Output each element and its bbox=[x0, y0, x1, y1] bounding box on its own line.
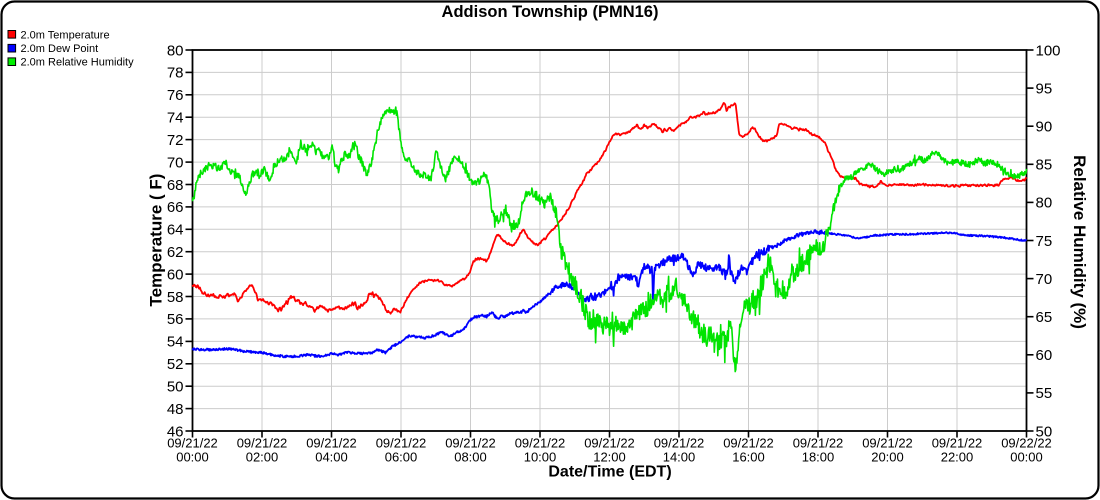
svg-text:16:00: 16:00 bbox=[732, 450, 765, 465]
svg-text:95: 95 bbox=[1036, 80, 1053, 97]
svg-text:50: 50 bbox=[167, 379, 184, 396]
svg-text:09/21/22: 09/21/22 bbox=[723, 436, 774, 451]
svg-text:48: 48 bbox=[167, 401, 184, 418]
svg-text:12:00: 12:00 bbox=[593, 450, 626, 465]
svg-text:09/21/22: 09/21/22 bbox=[584, 436, 635, 451]
svg-text:14:00: 14:00 bbox=[663, 450, 696, 465]
svg-text:10:00: 10:00 bbox=[524, 450, 557, 465]
svg-text:50: 50 bbox=[1036, 423, 1053, 440]
svg-text:09/21/22: 09/21/22 bbox=[515, 436, 566, 451]
svg-text:09/21/22: 09/21/22 bbox=[793, 436, 844, 451]
svg-text:78: 78 bbox=[167, 65, 184, 82]
svg-text:52: 52 bbox=[167, 356, 184, 373]
svg-text:85: 85 bbox=[1036, 157, 1053, 174]
svg-text:70: 70 bbox=[167, 154, 184, 171]
svg-text:80: 80 bbox=[167, 42, 184, 59]
svg-text:09/21/22: 09/21/22 bbox=[445, 436, 496, 451]
svg-text:Temperature ( F): Temperature ( F) bbox=[147, 174, 166, 307]
svg-text:00:00: 00:00 bbox=[176, 450, 209, 465]
svg-text:100: 100 bbox=[1036, 42, 1061, 59]
svg-text:09/21/22: 09/21/22 bbox=[306, 436, 357, 451]
svg-text:18:00: 18:00 bbox=[802, 450, 835, 465]
svg-text:56: 56 bbox=[167, 311, 184, 328]
svg-text:70: 70 bbox=[1036, 271, 1053, 288]
svg-text:Date/Time (EDT): Date/Time (EDT) bbox=[548, 464, 671, 481]
svg-text:90: 90 bbox=[1036, 119, 1053, 136]
svg-text:54: 54 bbox=[167, 334, 184, 351]
svg-text:09/21/22: 09/21/22 bbox=[654, 436, 705, 451]
svg-text:74: 74 bbox=[167, 110, 184, 127]
svg-text:2.0m Temperature: 2.0m Temperature bbox=[21, 29, 110, 41]
svg-text:09/21/22: 09/21/22 bbox=[237, 436, 288, 451]
svg-text:09/21/22: 09/21/22 bbox=[932, 436, 983, 451]
svg-text:80: 80 bbox=[1036, 195, 1053, 212]
svg-text:2.0m Relative Humidity: 2.0m Relative Humidity bbox=[21, 57, 135, 69]
svg-text:09/21/22: 09/21/22 bbox=[167, 436, 218, 451]
svg-text:65: 65 bbox=[1036, 309, 1053, 326]
svg-text:46: 46 bbox=[167, 423, 184, 440]
svg-text:68: 68 bbox=[167, 177, 184, 194]
svg-text:09/21/22: 09/21/22 bbox=[376, 436, 427, 451]
svg-text:55: 55 bbox=[1036, 385, 1053, 402]
svg-text:2.0m Dew Point: 2.0m Dew Point bbox=[21, 43, 99, 55]
svg-text:04:00: 04:00 bbox=[315, 450, 348, 465]
svg-text:58: 58 bbox=[167, 289, 184, 306]
svg-text:00:00: 00:00 bbox=[1010, 450, 1043, 465]
svg-text:09/21/22: 09/21/22 bbox=[862, 436, 913, 451]
svg-text:76: 76 bbox=[167, 87, 184, 104]
svg-text:60: 60 bbox=[1036, 347, 1053, 364]
svg-text:06:00: 06:00 bbox=[385, 450, 418, 465]
svg-text:22:00: 22:00 bbox=[941, 450, 974, 465]
svg-text:64: 64 bbox=[167, 222, 184, 239]
svg-text:Addison Township (PMN16): Addison Township (PMN16) bbox=[442, 3, 659, 21]
svg-text:20:00: 20:00 bbox=[871, 450, 904, 465]
svg-text:08:00: 08:00 bbox=[454, 450, 487, 465]
svg-text:66: 66 bbox=[167, 199, 184, 216]
svg-text:02:00: 02:00 bbox=[246, 450, 279, 465]
svg-text:09/22/22: 09/22/22 bbox=[1001, 436, 1052, 451]
svg-text:72: 72 bbox=[167, 132, 184, 149]
svg-text:75: 75 bbox=[1036, 233, 1053, 250]
svg-text:Relative Humidity (%): Relative Humidity (%) bbox=[1070, 155, 1089, 329]
svg-text:62: 62 bbox=[167, 244, 184, 261]
svg-text:60: 60 bbox=[167, 266, 184, 283]
